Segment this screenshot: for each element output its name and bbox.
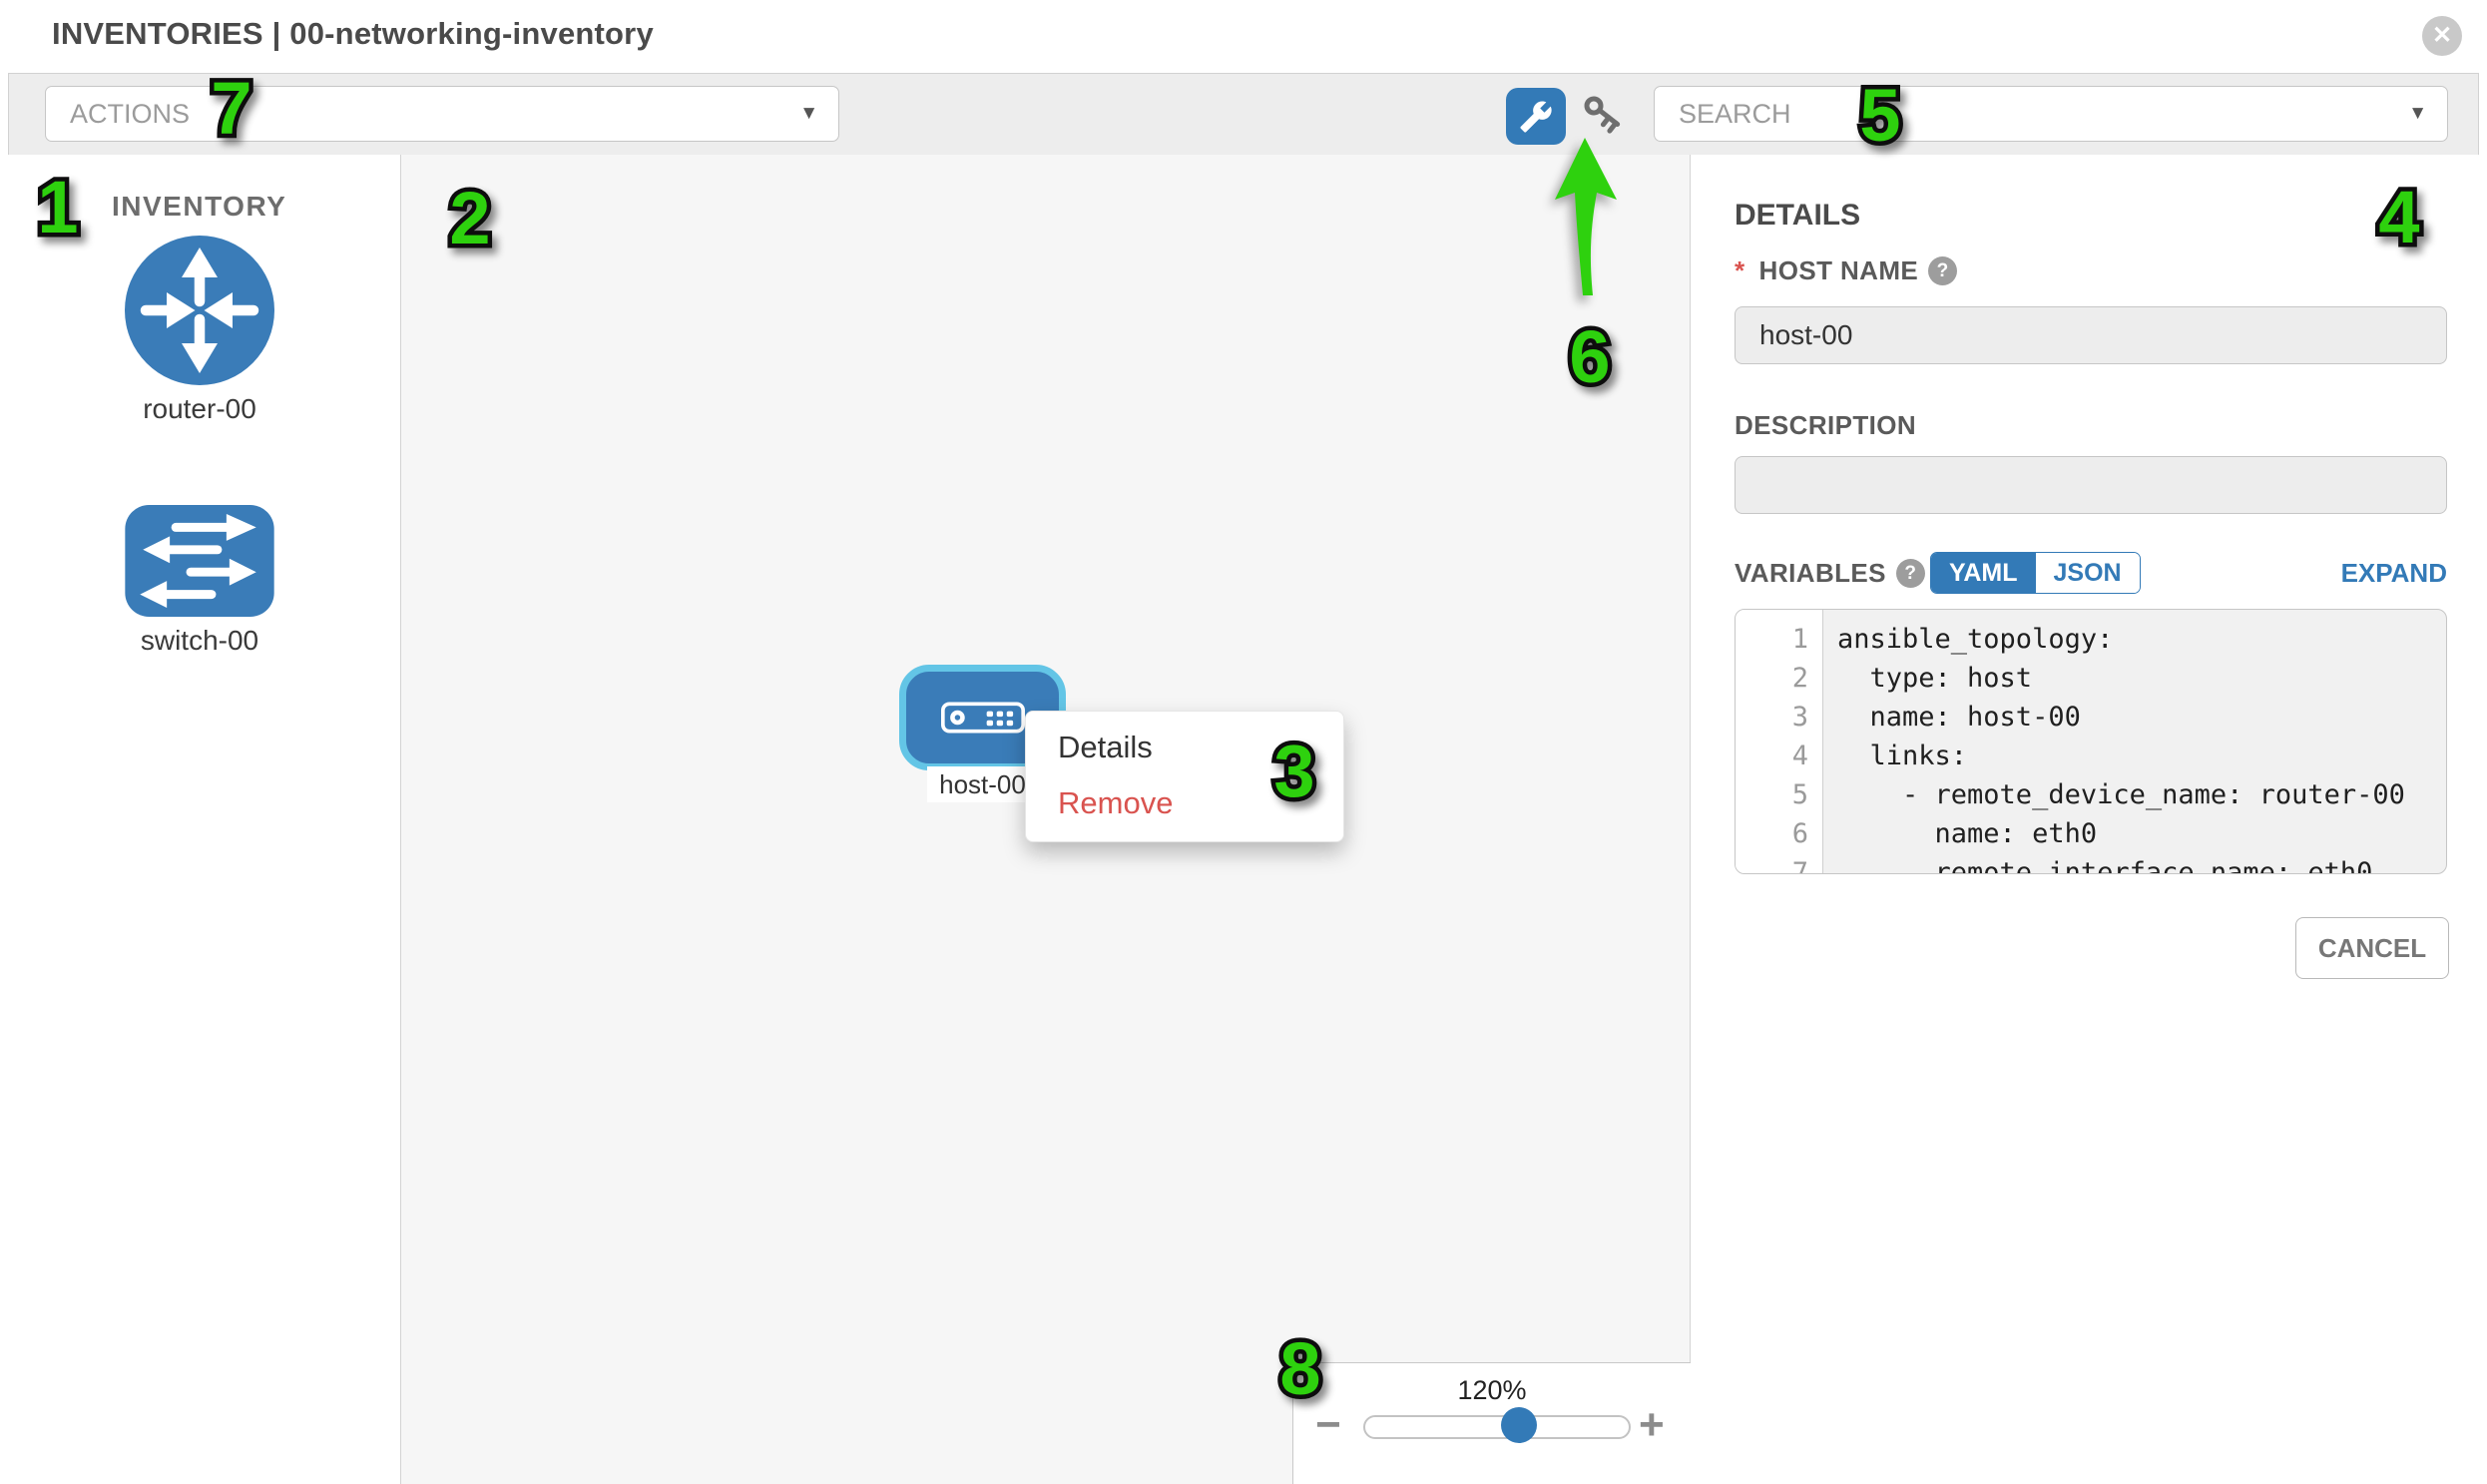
context-menu: Details Remove — [1025, 711, 1344, 842]
annotation-marker-4: 4 — [2374, 176, 2424, 258]
actions-dropdown[interactable]: ACTIONS ▼ — [45, 86, 839, 142]
line-number: 2 — [1791, 663, 1808, 694]
annotation-marker-3: 3 — [1269, 730, 1319, 812]
device-label: router-00 — [143, 393, 256, 424]
details-panel: DETAILS * HOST NAME ? DESCRIPTION VARIAB… — [1691, 155, 2487, 1484]
code-line: links: — [1837, 741, 1968, 771]
zoom-slider-track[interactable] — [1363, 1415, 1631, 1439]
description-input[interactable] — [1735, 456, 2447, 514]
toggle-toolbox-button[interactable] — [1506, 88, 1566, 145]
search-dropdown[interactable]: SEARCH ▼ — [1654, 86, 2448, 142]
chevron-down-icon: ▼ — [2408, 103, 2427, 124]
line-number: 7 — [1791, 857, 1808, 874]
annotation-marker-2: 2 — [445, 177, 495, 259]
key-button[interactable] — [1578, 90, 1630, 142]
line-number: 6 — [1791, 818, 1808, 849]
zoom-out-button[interactable]: − — [1315, 1403, 1341, 1447]
host-name-label-row: * HOST NAME ? — [1735, 255, 1958, 286]
context-menu-item-details[interactable]: Details — [1058, 730, 1153, 764]
help-icon[interactable]: ? — [1928, 256, 1958, 285]
cancel-button[interactable]: CANCEL — [2295, 917, 2449, 979]
zoom-slider-thumb[interactable] — [1501, 1407, 1537, 1443]
context-menu-item-remove[interactable]: Remove — [1058, 785, 1174, 820]
variables-label-row: VARIABLES ? — [1735, 558, 1925, 589]
code-line: type: host — [1837, 663, 2033, 694]
editor-code[interactable]: ansible_topology: type: host name: host-… — [1823, 610, 2446, 873]
chevron-down-icon: ▼ — [799, 103, 818, 124]
inventory-sidebar: INVENTORY router-00 — [0, 155, 401, 1484]
wrench-icon — [1520, 101, 1552, 133]
variables-label: VARIABLES — [1735, 558, 1886, 588]
router-icon — [125, 236, 274, 385]
plus-icon: + — [1639, 1400, 1665, 1449]
green-arrow-icon — [1555, 138, 1617, 295]
code-line: remote_interface_name: eth0 — [1837, 857, 2373, 874]
json-toggle-button[interactable]: JSON — [2035, 553, 2140, 593]
yaml-json-toggle: YAML JSON — [1930, 552, 2141, 594]
zoom-widget: 120% − + — [1292, 1362, 1691, 1484]
line-number: 3 — [1791, 702, 1808, 733]
device-label: switch-00 — [140, 625, 259, 656]
details-heading: DETAILS — [1735, 199, 1861, 232]
close-icon: ✕ — [2431, 22, 2453, 49]
topology-canvas[interactable]: host-00 Details Remove 120% − + — [401, 155, 1691, 1484]
zoom-in-button[interactable]: + — [1639, 1403, 1665, 1447]
zoom-level: 120% — [1457, 1375, 1527, 1405]
code-line: - remote_device_name: router-00 — [1837, 779, 2405, 810]
line-number: 5 — [1791, 779, 1808, 810]
actions-dropdown-label: ACTIONS — [70, 98, 191, 129]
minus-icon: − — [1315, 1400, 1341, 1449]
help-icon[interactable]: ? — [1895, 559, 1925, 588]
yaml-toggle-button[interactable]: YAML — [1931, 553, 2036, 593]
description-label: DESCRIPTION — [1735, 410, 1917, 440]
key-icon — [1584, 96, 1621, 134]
host-icon — [940, 702, 1025, 734]
host-name-label: HOST NAME — [1758, 255, 1919, 285]
code-line: name: host-00 — [1837, 702, 2081, 733]
host-name-input[interactable] — [1735, 306, 2447, 364]
variables-editor[interactable]: 1 2 3 4 5 6 7 ansible_topology: type: ho… — [1735, 609, 2447, 874]
required-asterisk: * — [1735, 255, 1745, 285]
toolbar: ACTIONS ▼ SEARCH ▼ — [8, 73, 2479, 156]
expand-link[interactable]: EXPAND — [2340, 558, 2447, 588]
code-line: ansible_topology: — [1837, 624, 2114, 655]
line-number: 4 — [1791, 741, 1808, 771]
sidebar-heading: INVENTORY — [112, 191, 287, 222]
annotation-marker-5: 5 — [1855, 74, 1905, 157]
annotation-marker-1: 1 — [33, 166, 83, 248]
annotation-marker-6: 6 — [1565, 315, 1615, 398]
close-button[interactable]: ✕ — [2422, 16, 2462, 56]
node-label: host-00 — [899, 766, 1066, 802]
code-line: name: eth0 — [1837, 818, 2098, 849]
page-title: INVENTORIES | 00-networking-inventory — [52, 16, 654, 51]
palette-item-switch[interactable]: switch-00 — [117, 505, 282, 657]
editor-gutter: 1 2 3 4 5 6 7 — [1736, 610, 1823, 873]
search-dropdown-label: SEARCH — [1679, 98, 1791, 129]
line-number: 1 — [1791, 624, 1808, 655]
annotation-marker-8: 8 — [1275, 1327, 1325, 1410]
palette-item-router[interactable]: router-00 — [117, 236, 282, 425]
annotation-marker-7: 7 — [207, 67, 256, 150]
switch-icon — [125, 505, 274, 617]
